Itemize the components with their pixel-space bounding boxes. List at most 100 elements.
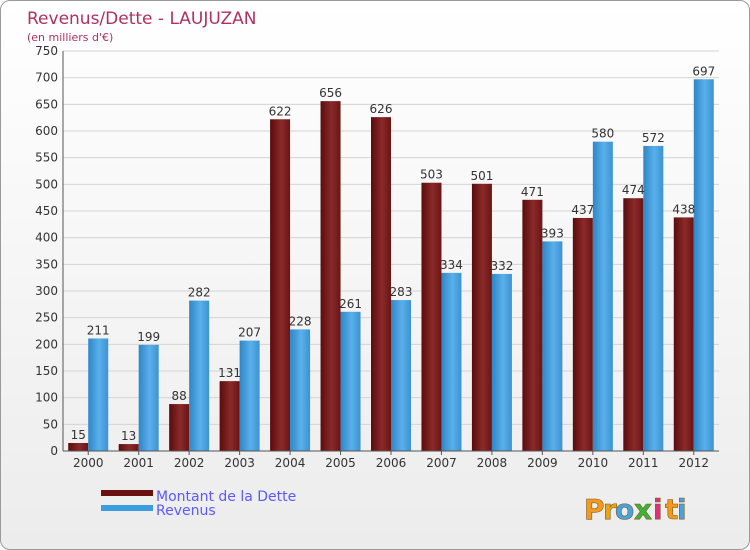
y-tick-label: 50 xyxy=(43,417,58,431)
logo-letter: x xyxy=(634,493,652,526)
logo-letter: P xyxy=(584,493,605,526)
legend-swatch-debt xyxy=(101,490,153,496)
data-label-revenus: 261 xyxy=(339,297,362,311)
x-tick-label: 2000 xyxy=(73,456,104,470)
bar-revenus xyxy=(290,329,311,451)
data-label-dette: 131 xyxy=(218,366,241,380)
bar-revenus xyxy=(542,241,563,451)
bars xyxy=(68,79,714,452)
x-tick-label: 2001 xyxy=(123,456,154,470)
legend-label-debt: Montant de la Dette xyxy=(156,489,296,505)
data-label-dette: 501 xyxy=(470,169,493,183)
proxiti-logo: Pro x i ti xyxy=(584,493,687,527)
data-label-revenus: 697 xyxy=(692,64,715,78)
y-tick-label: 500 xyxy=(35,177,58,191)
data-label-dette: 88 xyxy=(172,389,187,403)
data-label-dette: 437 xyxy=(571,203,594,217)
data-label-dette: 622 xyxy=(269,104,292,118)
y-tick-label: 100 xyxy=(35,391,58,405)
bar-dette xyxy=(421,182,442,451)
x-tick-label: 2004 xyxy=(275,456,306,470)
logo-letter: i xyxy=(653,493,663,526)
data-label-revenus: 393 xyxy=(541,226,564,240)
data-label-dette: 626 xyxy=(370,102,393,116)
x-tick-label: 2009 xyxy=(527,456,558,470)
bar-dette xyxy=(522,199,543,451)
logo-letter: i xyxy=(677,493,687,526)
y-tick-label: 0 xyxy=(50,444,58,458)
data-label-dette: 474 xyxy=(622,183,645,197)
x-tick-label: 2006 xyxy=(376,456,407,470)
x-tick-label: 2002 xyxy=(174,456,205,470)
bar-revenus xyxy=(239,340,260,451)
y-tick-label: 150 xyxy=(35,364,58,378)
logo-letter: t xyxy=(665,493,678,526)
data-label-dette: 503 xyxy=(420,168,443,182)
chart-subtitle: (en milliers d'€) xyxy=(27,31,113,44)
y-tick-label: 600 xyxy=(35,124,58,138)
bar-dette xyxy=(320,101,341,451)
bar-revenus xyxy=(88,338,109,451)
x-tick-label: 2008 xyxy=(477,456,508,470)
bar-dette xyxy=(118,444,139,451)
bar-dette xyxy=(371,117,391,451)
bar-dette xyxy=(471,183,492,452)
data-label-revenus: 211 xyxy=(87,323,110,337)
logo-letter: o xyxy=(615,493,634,526)
data-label-revenus: 199 xyxy=(137,330,160,344)
axes: 0 50 100 150 200 250 300 350 400 450 500 550 600 650 7… xyxy=(35,44,719,470)
y-tick-label: 750 xyxy=(35,44,58,58)
y-tick-label: 200 xyxy=(35,337,58,351)
data-label-dette: 13 xyxy=(121,429,136,443)
bar-revenus xyxy=(693,79,714,452)
bar-revenus xyxy=(491,273,512,451)
y-tick-label: 550 xyxy=(35,151,58,165)
x-tick-label: 2005 xyxy=(325,456,356,470)
data-label-revenus: 207 xyxy=(238,326,261,340)
y-tick-label: 350 xyxy=(35,257,58,271)
data-label-dette: 656 xyxy=(319,86,342,100)
y-tick-label: 300 xyxy=(35,284,58,298)
chart-title: Revenus/Dette - LAUJUZAN xyxy=(27,9,257,29)
x-tick-label: 2003 xyxy=(224,456,255,470)
y-tick-label: 250 xyxy=(35,311,58,325)
data-label-dette: 15 xyxy=(71,428,86,442)
data-label-revenus: 334 xyxy=(440,258,463,272)
y-tick-label: 400 xyxy=(35,231,58,245)
legend: Montant de la Dette Revenus xyxy=(101,489,296,519)
bar-revenus xyxy=(138,344,159,451)
y-tick-label: 650 xyxy=(35,97,58,111)
x-tick-label: 2007 xyxy=(426,456,457,470)
bar-revenus xyxy=(189,300,210,451)
logo-letter: r xyxy=(603,493,617,526)
data-label-revenus: 283 xyxy=(390,285,413,299)
bar-revenus xyxy=(643,145,664,451)
data-label-dette: 471 xyxy=(521,185,544,199)
data-label-dette: 438 xyxy=(672,202,695,216)
y-tick-label: 700 xyxy=(35,71,58,85)
x-tick-label: 2012 xyxy=(678,456,709,470)
bar-dette xyxy=(623,198,644,451)
legend-swatch-revenus xyxy=(101,505,153,511)
data-label-revenus: 580 xyxy=(591,127,614,141)
bar-revenus xyxy=(592,141,613,451)
bar-dette xyxy=(68,443,89,451)
data-label-revenus: 228 xyxy=(289,314,312,328)
bar-revenus xyxy=(391,300,411,451)
data-labels: 15 211 13 199 88 282 131 207 622 228 656 261 626 283 5… xyxy=(71,64,716,443)
bar-revenus xyxy=(441,272,462,451)
data-label-revenus: 332 xyxy=(490,259,513,273)
legend-label-revenus: Revenus xyxy=(156,503,216,519)
bar-dette xyxy=(572,217,593,451)
data-label-revenus: 282 xyxy=(188,286,211,300)
bar-dette xyxy=(219,381,240,451)
bar-revenus xyxy=(340,311,361,451)
bar-dette xyxy=(169,404,190,451)
x-tick-label: 2010 xyxy=(578,456,609,470)
bar-dette xyxy=(270,119,291,452)
data-label-revenus: 572 xyxy=(642,131,665,145)
y-tick-label: 450 xyxy=(35,204,58,218)
bar-dette xyxy=(673,217,694,451)
